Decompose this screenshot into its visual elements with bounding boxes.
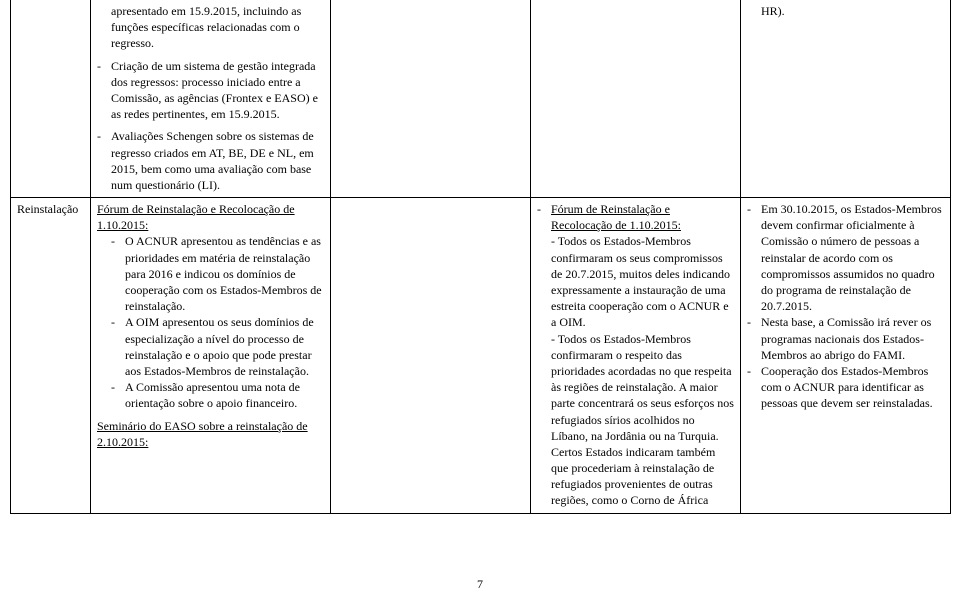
list-item-text: Nesta base, a Comissão irá rever os prog… — [761, 314, 944, 363]
list-item-text: O ACNUR apresentou as tendências e as pr… — [125, 233, 324, 314]
cell-r1-c4: HR). — [741, 0, 951, 198]
list-item-text: Cooperação dos Estados-Membros com o ACN… — [761, 363, 944, 412]
cell-r2-c1: Fórum de Reinstalação e Recolocação de 1… — [91, 198, 331, 514]
cell-r2-c2 — [331, 198, 531, 514]
cell-r1-c2 — [331, 0, 531, 198]
paragraph: - Todos os Estados-Membros confirmaram o… — [551, 234, 730, 329]
list-item-text: Em 30.10.2015, os Estados-Membros devem … — [761, 201, 944, 314]
paragraph: apresentado em 15.9.2015, incluindo as f… — [97, 3, 324, 52]
cell-r2-c0: Reinstalação — [11, 198, 91, 514]
cell-r1-c3 — [531, 0, 741, 198]
heading: Fórum de Reinstalação e Recolocação de 1… — [97, 202, 295, 232]
list-item-text: Avaliações Schengen sobre os sistemas de… — [111, 128, 324, 193]
table-row: apresentado em 15.9.2015, incluindo as f… — [11, 0, 951, 198]
page-number: 7 — [477, 577, 483, 592]
cell-r2-c4: Em 30.10.2015, os Estados-Membros devem … — [741, 198, 951, 514]
paragraph: HR). — [747, 3, 944, 19]
heading: Seminário do EASO sobre a reinstalação d… — [97, 419, 308, 449]
list-item-text: A OIM apresentou os seus domínios de esp… — [125, 314, 324, 379]
document-table: apresentado em 15.9.2015, incluindo as f… — [10, 0, 951, 514]
cell-r2-c3: Fórum de Reinstalação e Recolocação de 1… — [531, 198, 741, 514]
heading: Fórum de Reinstalação e Recolocação de 1… — [551, 202, 681, 232]
row-label: Reinstalação — [17, 202, 78, 216]
cell-r1-c0 — [11, 0, 91, 198]
paragraph: - Todos os Estados-Membros confirmaram o… — [551, 332, 734, 508]
list-item-text: A Comissão apresentou uma nota de orient… — [125, 379, 324, 411]
table-row: Reinstalação Fórum de Reinstalação e Rec… — [11, 198, 951, 514]
list-item-text: Criação de um sistema de gestão integrad… — [111, 58, 324, 123]
cell-r1-c1: apresentado em 15.9.2015, incluindo as f… — [91, 0, 331, 198]
